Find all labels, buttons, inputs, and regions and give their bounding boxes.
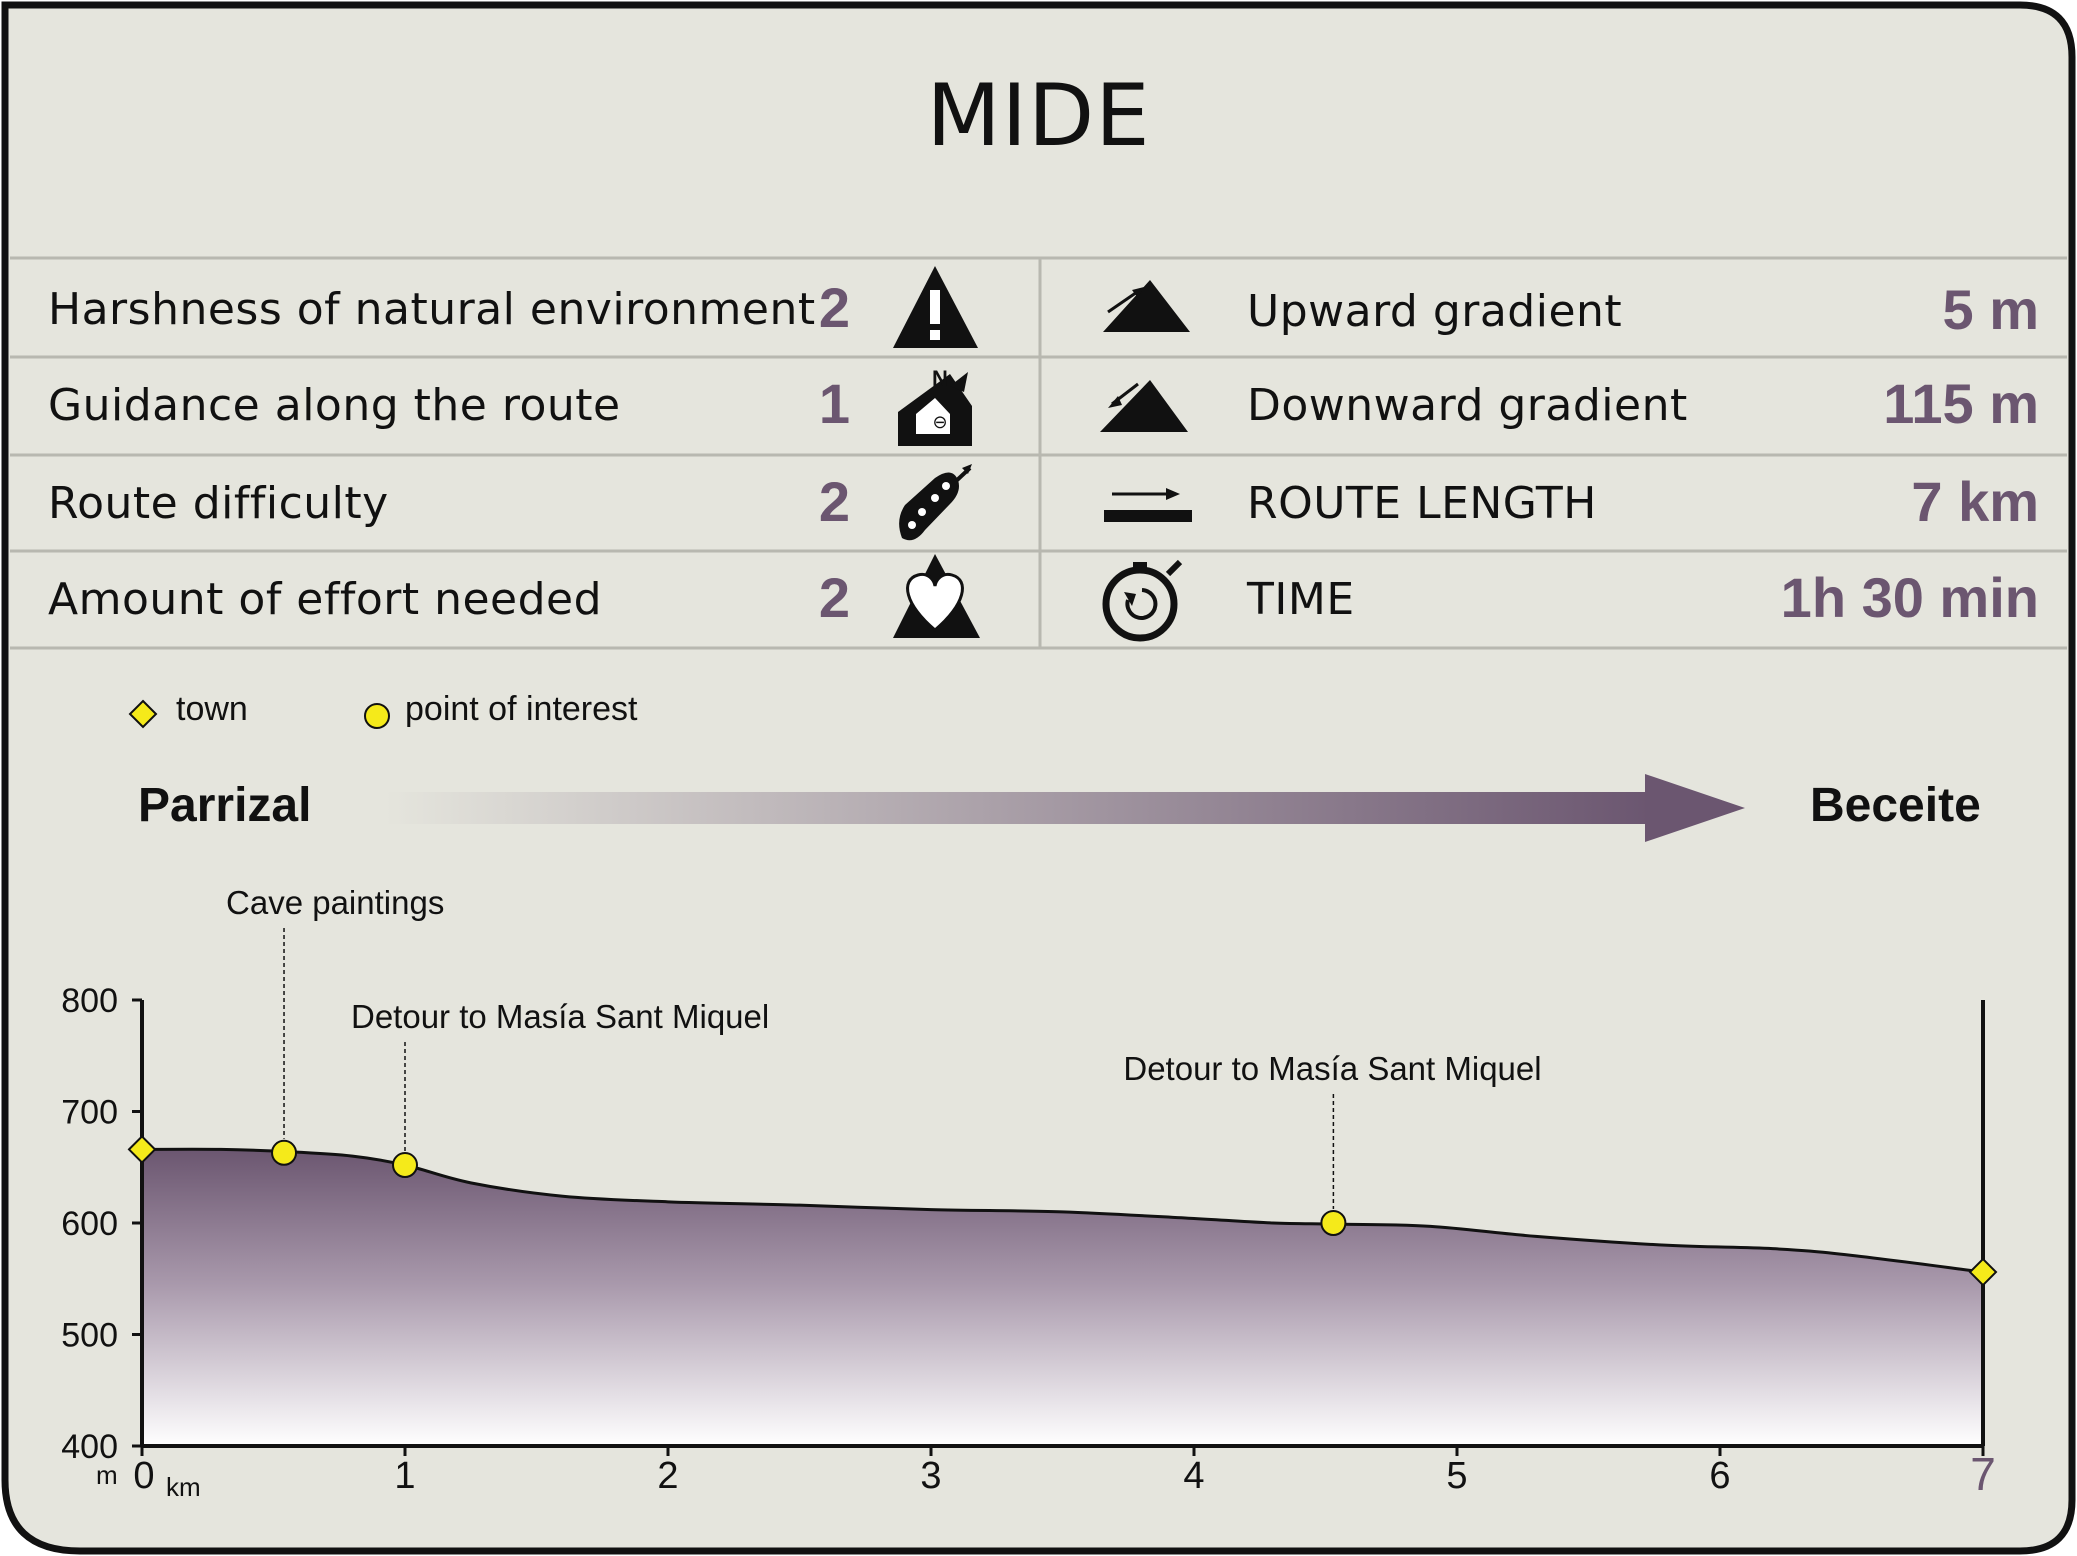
poi-marker: [1320, 1210, 1347, 1236]
town-legend-marker: [128, 699, 158, 729]
stat-value-length: 7 km: [1911, 470, 2039, 533]
route-start: Parrizal: [138, 779, 312, 832]
x-tick-label: 3: [920, 1455, 941, 1497]
legend-poi-label: point of interest: [405, 690, 638, 728]
mide-score-harshness: 2: [818, 276, 850, 339]
poi-marker: [271, 1139, 298, 1166]
stat-label-downward: Downward gradient: [1247, 380, 1688, 431]
mide-label-harshness: Harshness of natural environment: [48, 284, 816, 335]
x-tick-label: 0: [133, 1455, 154, 1497]
x-tick-label: 6: [1709, 1455, 1730, 1497]
poi-legend-marker: [364, 703, 390, 729]
mide-label-difficulty: Route difficulty: [48, 478, 389, 529]
stat-value-upward: 5 m: [1942, 278, 2040, 341]
guidance-icon: ⊖ N: [898, 366, 972, 446]
poi-label: Detour to Masía Sant Miquel: [351, 998, 769, 1035]
x-unit-label: km: [166, 1472, 201, 1502]
y-tick-label: 800: [61, 982, 118, 1020]
y-tick-label: 400: [61, 1428, 118, 1466]
stat-value-time: 1h 30 min: [1780, 566, 2039, 629]
x-tick-label: 5: [1446, 1455, 1467, 1497]
mide-score-difficulty: 2: [818, 470, 850, 533]
x-tick-label: 2: [657, 1455, 678, 1497]
stat-label-upward: Upward gradient: [1247, 286, 1623, 337]
y-tick-label: 600: [61, 1205, 118, 1243]
stat-value-downward: 115 m: [1883, 372, 2039, 435]
table-grid: [10, 256, 2067, 650]
x-tick-label: 4: [1183, 1455, 1204, 1497]
route-length-icon: [1104, 488, 1192, 522]
y-tick-label: 500: [61, 1317, 118, 1355]
elevation-chart: 400 500 600 700 800 0 1 2 3 4 5 6 7 Cave paintings D…: [61, 884, 1998, 1502]
effort-icon: [893, 554, 980, 638]
y-tick-label: 700: [61, 1094, 118, 1132]
poi-label: Cave paintings: [226, 884, 444, 921]
difficulty-icon: [899, 464, 972, 541]
x-tick-label: 7: [1970, 1448, 1996, 1500]
town-marker: [1968, 1257, 1998, 1287]
y-unit-label: m: [96, 1460, 118, 1490]
poi-label: Detour to Masía Sant Miquel: [1123, 1050, 1541, 1087]
legend-town-label: town: [176, 690, 248, 728]
page-title: MIDE: [926, 66, 1151, 166]
direction-arrow: [385, 774, 1745, 842]
stat-label-time: TIME: [1247, 574, 1355, 625]
stat-label-length: ROUTE LENGTH: [1247, 478, 1597, 529]
x-tick-label: 1: [394, 1455, 415, 1497]
route-end: Beceite: [1810, 779, 1981, 832]
harshness-icon: [893, 266, 978, 348]
mide-label-guidance: Guidance along the route: [48, 380, 621, 431]
mide-score-guidance: 1: [818, 372, 850, 435]
mide-label-effort: Amount of effort needed: [48, 574, 603, 625]
stopwatch-icon: [1102, 559, 1183, 642]
elevation-line: [141, 1147, 1984, 1274]
downward-gradient-icon: [1100, 380, 1188, 432]
upward-gradient-icon: [1103, 280, 1190, 332]
poi-marker: [392, 1152, 418, 1179]
svg-text:⊖: ⊖: [932, 412, 947, 432]
town-marker: [127, 1134, 157, 1164]
svg-text:N: N: [932, 366, 948, 391]
elevation-area: [142, 1149, 1983, 1446]
mide-score-effort: 2: [818, 566, 850, 629]
